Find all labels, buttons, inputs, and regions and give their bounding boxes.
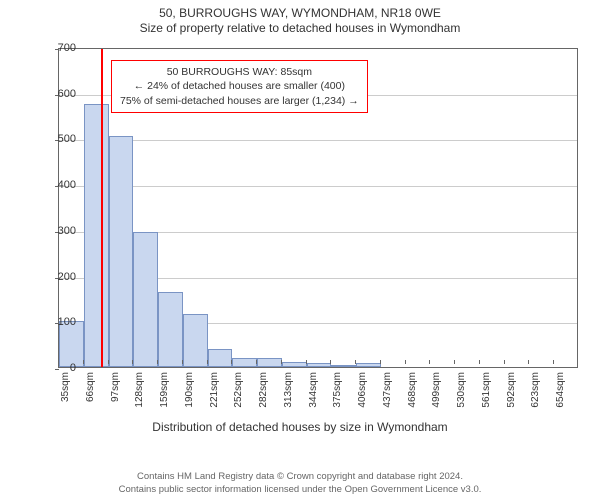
xtick-mark xyxy=(256,360,257,364)
gridline xyxy=(59,186,577,187)
histogram-bar xyxy=(232,358,257,367)
xtick-mark xyxy=(355,360,356,364)
xtick-label: 406sqm xyxy=(357,372,368,422)
histogram-bar xyxy=(183,314,208,367)
footer-attribution: Contains HM Land Registry data © Crown c… xyxy=(0,471,600,496)
xtick-mark xyxy=(157,360,158,364)
histogram-bar xyxy=(356,363,381,367)
footer-line2: Contains public sector information licen… xyxy=(0,484,600,496)
x-axis-label: Distribution of detached houses by size … xyxy=(0,420,600,434)
xtick-mark xyxy=(207,360,208,364)
xtick-label: 66sqm xyxy=(85,372,96,422)
xtick-label: 282sqm xyxy=(258,372,269,422)
histogram-bar xyxy=(257,358,282,367)
xtick-label: 375sqm xyxy=(332,372,343,422)
histogram-bar xyxy=(109,136,134,367)
xtick-label: 344sqm xyxy=(308,372,319,422)
xtick-mark xyxy=(479,360,480,364)
histogram-bar xyxy=(282,362,307,367)
ytick-label: 400 xyxy=(46,179,76,191)
xtick-label: 190sqm xyxy=(184,372,195,422)
xtick-label: 592sqm xyxy=(506,372,517,422)
xtick-label: 654sqm xyxy=(555,372,566,422)
xtick-label: 561sqm xyxy=(481,372,492,422)
xtick-mark xyxy=(58,360,59,364)
annotation-box: 50 BURROUGHS WAY: 85sqm← 24% of detached… xyxy=(111,60,368,113)
xtick-label: 159sqm xyxy=(159,372,170,422)
annotation-line: ← 24% of detached houses are smaller (40… xyxy=(120,79,359,93)
plot-area: 50 BURROUGHS WAY: 85sqm← 24% of detached… xyxy=(58,48,578,368)
histogram-bar xyxy=(208,349,233,367)
chart-container: Number of detached properties 50 BURROUG… xyxy=(0,40,600,440)
xtick-label: 128sqm xyxy=(134,372,145,422)
xtick-mark xyxy=(108,360,109,364)
xtick-mark xyxy=(330,360,331,364)
ytick-label: 500 xyxy=(46,133,76,145)
ytick-label: 600 xyxy=(46,88,76,100)
title-line1: 50, BURROUGHS WAY, WYMONDHAM, NR18 0WE xyxy=(0,6,600,20)
annotation-line: 75% of semi-detached houses are larger (… xyxy=(120,94,359,108)
property-marker-line xyxy=(101,49,103,367)
xtick-label: 313sqm xyxy=(283,372,294,422)
histogram-bar xyxy=(158,292,183,367)
histogram-bar xyxy=(307,363,332,367)
ytick-label: 200 xyxy=(46,271,76,283)
xtick-mark xyxy=(553,360,554,364)
ytick-label: 100 xyxy=(46,316,76,328)
xtick-label: 35sqm xyxy=(60,372,71,422)
xtick-label: 468sqm xyxy=(407,372,418,422)
xtick-mark xyxy=(454,360,455,364)
ytick-label: 300 xyxy=(46,225,76,237)
xtick-mark xyxy=(380,360,381,364)
xtick-label: 252sqm xyxy=(233,372,244,422)
xtick-mark xyxy=(83,360,84,364)
xtick-mark xyxy=(429,360,430,364)
xtick-mark xyxy=(528,360,529,364)
histogram-bar xyxy=(331,365,356,367)
title-line2: Size of property relative to detached ho… xyxy=(0,21,600,35)
xtick-mark xyxy=(405,360,406,364)
xtick-mark xyxy=(182,360,183,364)
xtick-label: 437sqm xyxy=(382,372,393,422)
xtick-mark xyxy=(231,360,232,364)
annotation-line: 50 BURROUGHS WAY: 85sqm xyxy=(120,65,359,79)
footer-line1: Contains HM Land Registry data © Crown c… xyxy=(0,471,600,483)
chart-title-block: 50, BURROUGHS WAY, WYMONDHAM, NR18 0WE S… xyxy=(0,0,600,35)
xtick-label: 623sqm xyxy=(530,372,541,422)
xtick-label: 499sqm xyxy=(431,372,442,422)
xtick-label: 530sqm xyxy=(456,372,467,422)
xtick-mark xyxy=(281,360,282,364)
gridline xyxy=(59,140,577,141)
histogram-bar xyxy=(84,104,109,367)
xtick-mark xyxy=(132,360,133,364)
xtick-mark xyxy=(504,360,505,364)
xtick-label: 97sqm xyxy=(110,372,121,422)
ytick-label: 700 xyxy=(46,42,76,54)
xtick-label: 221sqm xyxy=(209,372,220,422)
histogram-bar xyxy=(133,232,158,367)
xtick-mark xyxy=(306,360,307,364)
